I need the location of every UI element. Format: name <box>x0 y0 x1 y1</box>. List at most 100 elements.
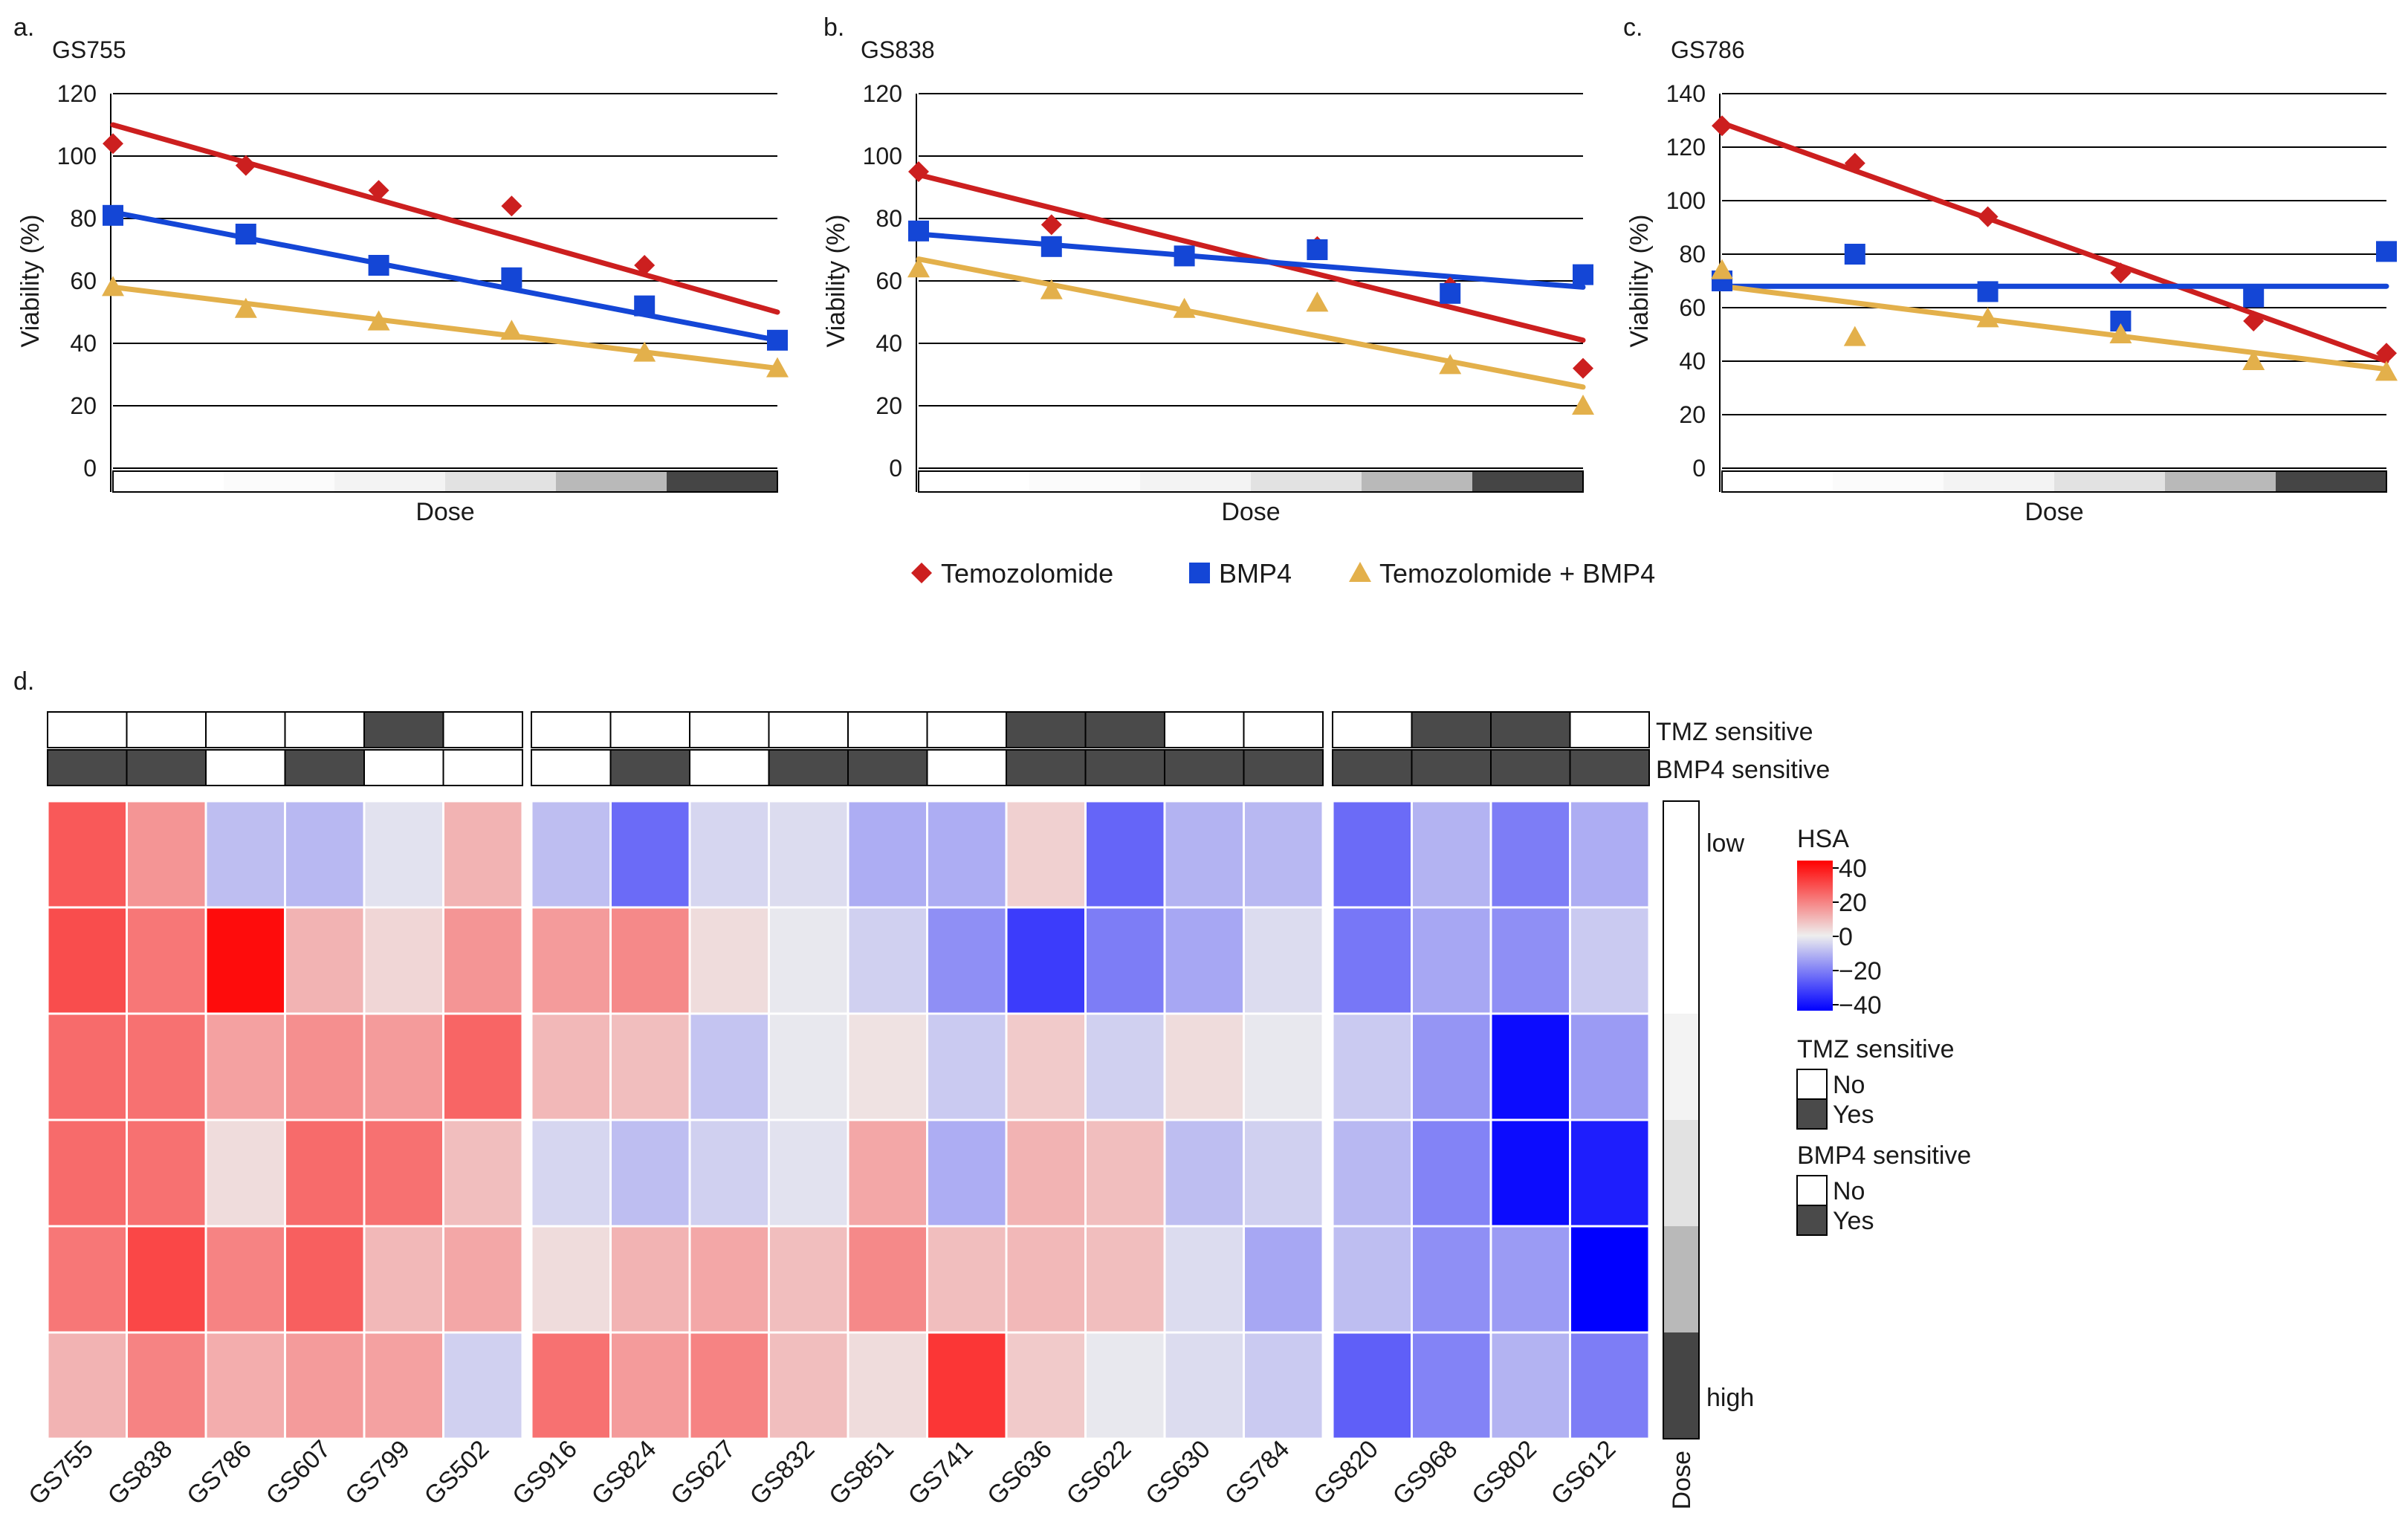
annotation-legend-label: Yes <box>1833 1207 1874 1235</box>
heatmap-cell <box>1331 1225 1413 1334</box>
tmz-annotation-cell <box>363 711 444 748</box>
heatmap-cell <box>530 1118 612 1228</box>
heatmap-cell <box>688 1331 770 1440</box>
bmp4-annotation-cell <box>1243 749 1324 786</box>
y-tick-label: 40 <box>876 330 902 357</box>
heatmap-cell <box>1569 1012 1651 1121</box>
column-label: GS741 <box>903 1435 979 1511</box>
dose-sidebar-label: Dose <box>1668 1451 1696 1509</box>
data-point <box>634 295 656 317</box>
heatmap-cell <box>688 800 770 909</box>
dose-bar-segment <box>224 471 335 492</box>
heatmap-cell <box>609 1331 691 1440</box>
bmp4-annotation-cell <box>1006 749 1087 786</box>
heatmap-cell <box>126 1331 207 1440</box>
legend-marker <box>911 563 932 583</box>
y-tick-label: 40 <box>1679 348 1706 375</box>
data-point <box>1844 244 1865 265</box>
heatmap-cell <box>926 1118 1008 1228</box>
data-point <box>1439 354 1462 375</box>
heatmap-cell <box>363 1331 444 1440</box>
heatmap-cell <box>1331 906 1413 1015</box>
y-tick-label: 20 <box>70 392 97 419</box>
heatmap-cell <box>847 1331 928 1440</box>
tmz-annotation-cell <box>205 711 286 748</box>
trendline-temozolomide <box>916 172 1586 343</box>
column-label: GS630 <box>1140 1435 1216 1511</box>
dose-bar-segment <box>445 471 557 492</box>
heatmap-cell <box>126 800 207 909</box>
heatmap-cell <box>442 1225 524 1334</box>
heatmap-cell <box>609 800 691 909</box>
data-point <box>1173 297 1196 318</box>
tmz-annotation-label: TMZ sensitive <box>1656 718 1813 746</box>
dose-sidebar: Dose low high <box>1663 800 1754 1509</box>
data-point <box>1843 326 1866 346</box>
heatmap-cell <box>1331 1331 1413 1440</box>
dose-sidebar-segment <box>1663 1332 1699 1439</box>
heatmap-cell <box>363 1225 444 1334</box>
heatmap-cell <box>1084 800 1166 909</box>
heatmap-cell <box>204 800 286 909</box>
heatmap-cell <box>126 1118 207 1228</box>
y-tick-label: 120 <box>863 80 902 107</box>
tmz-annotation-cell <box>1332 711 1413 748</box>
bmp4-annotation-cell <box>1164 749 1245 786</box>
dose-sidebar-segment <box>1663 801 1699 907</box>
column-label: GS838 <box>103 1435 178 1511</box>
heatmap-cell <box>1005 906 1087 1015</box>
bmp4-annotation-cell <box>1411 749 1492 786</box>
heatmap-cell <box>847 1225 928 1334</box>
y-tick-label: 80 <box>1679 241 1706 268</box>
heatmap-cell <box>1163 906 1245 1015</box>
column-label: GS916 <box>507 1435 583 1511</box>
annotation-legend-swatch <box>1796 1069 1828 1100</box>
heatmap-cell <box>768 1012 849 1121</box>
heatmap-cell <box>1005 1012 1087 1121</box>
heatmap-cell <box>284 800 366 909</box>
trendline-temozolomide <box>110 122 780 315</box>
heatmap-cell <box>1163 1118 1245 1228</box>
column-label: GS755 <box>23 1435 99 1511</box>
color-scale-tick-label: 0 <box>1839 923 1853 951</box>
column-label: GS820 <box>1308 1435 1384 1511</box>
heatmap-cell <box>1243 1012 1324 1121</box>
y-tick-label: 140 <box>1666 80 1706 107</box>
heatmap-cell <box>1331 1012 1413 1121</box>
data-point <box>1440 282 1461 304</box>
tmz-annotation-cell <box>531 711 612 748</box>
bmp4-annotation-cell <box>926 749 1007 786</box>
heatmap-cell <box>530 1225 612 1334</box>
heatmap-cell <box>926 800 1008 909</box>
heatmap-cell <box>1084 1225 1166 1334</box>
panel-letter: b. <box>823 13 844 42</box>
data-point <box>1306 291 1329 312</box>
dose-bar-frame <box>112 470 778 493</box>
heatmap-cell <box>768 1331 849 1440</box>
heatmap-cell <box>609 1012 691 1121</box>
heatmap-cell <box>1489 906 1571 1015</box>
data-point <box>908 161 929 182</box>
heatmap-cell <box>1489 1331 1571 1440</box>
data-point <box>235 224 256 244</box>
dose-bar-frame <box>918 470 1584 493</box>
heatmap-cell <box>284 1225 366 1334</box>
y-tick-label: 100 <box>57 143 97 169</box>
chart-panel-1: a. GS755 0 20 40 60 80 100 120 Viability (%) Dose <box>13 13 789 526</box>
heatmap-cell <box>768 1118 849 1228</box>
dose-sidebar-segment <box>1663 1014 1699 1120</box>
heatmap-cell <box>1569 1331 1651 1440</box>
y-tick-label: 60 <box>1679 294 1706 321</box>
dose-bar-segment <box>667 471 778 492</box>
bmp4-annotation-cell <box>284 749 365 786</box>
heatmap-cell <box>1569 1118 1651 1228</box>
data-point <box>1976 307 1999 328</box>
y-tick-label: 120 <box>1666 134 1706 161</box>
data-point <box>2110 262 2132 284</box>
heatmap-cell <box>926 906 1008 1015</box>
heatmap-cell <box>1005 1225 1087 1334</box>
heatmap-cells <box>46 800 1651 1440</box>
y-tick-label: 80 <box>876 205 902 232</box>
dose-sidebar-segment <box>1663 907 1699 1014</box>
legend-item: BMP4 <box>1189 558 1292 589</box>
